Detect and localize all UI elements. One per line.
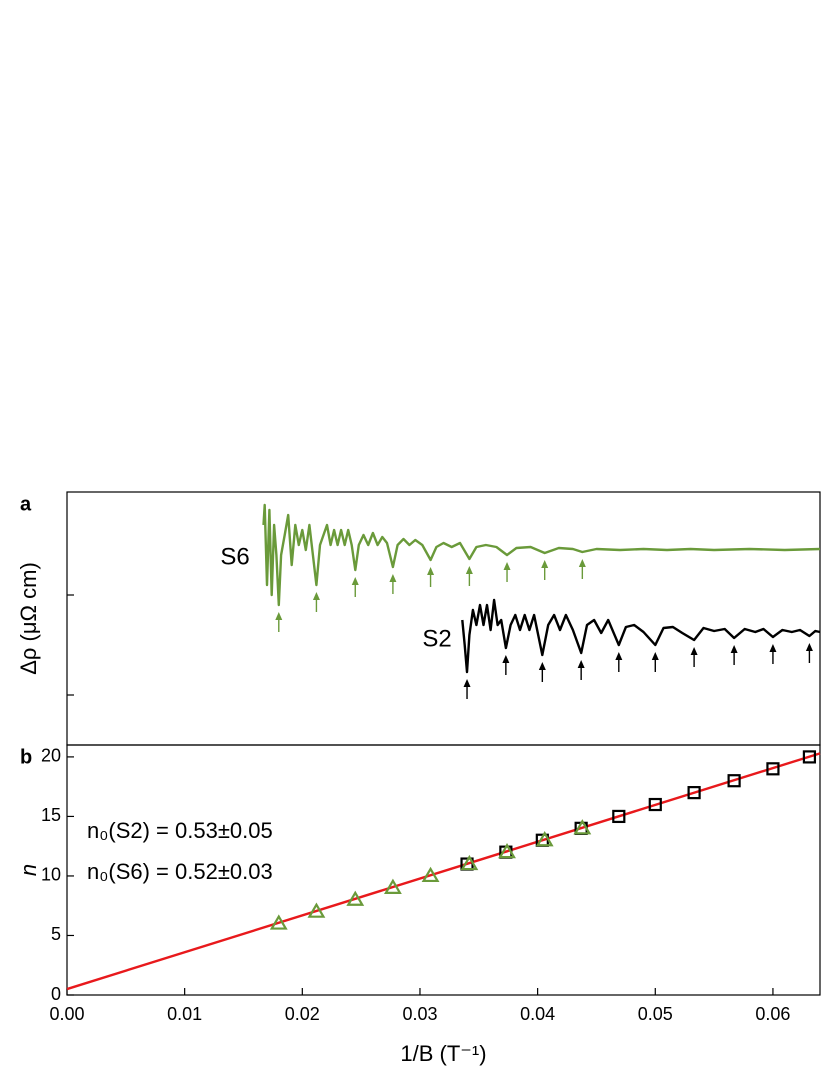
marker-triangle <box>346 890 365 906</box>
dip-arrow-head <box>805 643 813 651</box>
x-tick-label: 0.00 <box>49 1004 84 1024</box>
y-tick-label: 15 <box>41 805 61 825</box>
marker-triangle <box>269 914 288 930</box>
y-tick-label: 20 <box>41 746 61 766</box>
x-tick-label: 0.02 <box>285 1004 320 1024</box>
dip-arrow-head <box>769 644 777 652</box>
panel-label: b <box>20 746 32 768</box>
marker-square <box>687 786 701 800</box>
plot-frame <box>66 744 821 996</box>
marker-square <box>802 750 817 764</box>
y-axis-label: Δρ (μΩ cm) <box>16 562 41 675</box>
marker-triangle <box>535 831 554 847</box>
dip-arrow-head <box>465 566 473 574</box>
marker-square <box>727 774 741 788</box>
dip-arrow-head <box>427 567 435 575</box>
dip-arrow-head <box>730 645 738 653</box>
dip-arrow-head <box>577 660 585 668</box>
dip-arrow-head <box>463 679 471 687</box>
x-tick-label: 0.06 <box>755 1004 790 1024</box>
y-axis-label: n <box>16 864 41 876</box>
marker-triangle <box>573 819 592 835</box>
marker-square <box>766 762 780 776</box>
dip-arrow-head <box>615 652 623 660</box>
dip-arrow-head <box>351 577 359 585</box>
plot-frame <box>66 491 821 746</box>
marker-triangle <box>421 866 440 883</box>
dip-arrow-head <box>502 655 510 663</box>
marker-square <box>648 797 662 812</box>
trace <box>262 503 821 607</box>
dip-arrow-head <box>690 647 698 655</box>
marker-square <box>612 809 626 824</box>
dip-arrow-head <box>538 662 546 670</box>
dip-arrow-head <box>312 592 320 600</box>
trace <box>461 598 821 674</box>
annotation: n₀(S2) = 0.53±0.05 <box>87 818 273 843</box>
dip-arrow-head <box>389 574 397 582</box>
y-tick-label: 10 <box>41 865 61 885</box>
dip-arrow-head <box>275 612 283 620</box>
dip-arrow-head <box>503 562 511 570</box>
marker-triangle <box>383 878 402 894</box>
x-tick-label: 0.03 <box>402 1004 437 1024</box>
x-tick-label: 0.05 <box>638 1004 673 1024</box>
y-tick-label: 0 <box>51 984 61 1004</box>
fit-line <box>66 752 821 991</box>
marker-triangle <box>498 842 516 859</box>
dip-arrow-head <box>578 559 586 567</box>
marker-triangle <box>460 854 479 871</box>
x-tick-label: 0.01 <box>167 1004 202 1024</box>
panel-label: a <box>20 493 32 515</box>
series-label: S2 <box>422 625 451 652</box>
x-axis-label: 1/B (T⁻¹) <box>400 1041 486 1066</box>
x-tick-label: 0.04 <box>520 1004 555 1024</box>
dip-arrow-head <box>651 652 659 660</box>
annotation: n₀(S6) = 0.52±0.03 <box>87 859 273 884</box>
dip-arrow-head <box>541 560 549 568</box>
series-label: S6 <box>220 543 249 570</box>
marker-triangle <box>307 902 326 918</box>
y-tick-label: 5 <box>51 924 61 944</box>
